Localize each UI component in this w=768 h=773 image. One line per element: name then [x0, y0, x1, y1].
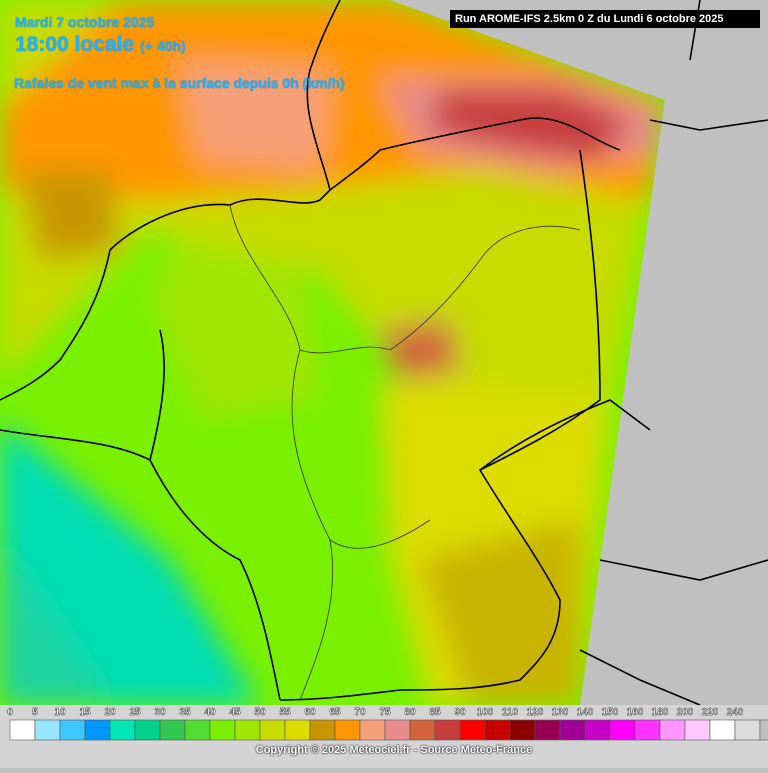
- legend-swatch: [409, 719, 436, 741]
- run-info: Run AROME-IFS 2.5km 0 Z du Lundi 6 octob…: [450, 10, 760, 28]
- legend-label: 180: [652, 707, 669, 718]
- legend-swatch: [534, 719, 561, 741]
- legend-swatch: [109, 719, 136, 741]
- legend-label: 30: [154, 707, 166, 718]
- legend-label: 20: [104, 707, 116, 718]
- legend-swatch: [584, 719, 611, 741]
- legend-swatch: [259, 719, 286, 741]
- legend-label: 75: [379, 707, 391, 718]
- legend-label: 10: [54, 707, 66, 718]
- legend-swatch: [159, 719, 186, 741]
- legend-label: 130: [552, 707, 569, 718]
- legend-label: 45: [229, 707, 241, 718]
- legend-swatch: [184, 719, 211, 741]
- legend-swatch: [309, 719, 336, 741]
- borders: [0, 0, 768, 705]
- legend-label: 15: [79, 707, 91, 718]
- legend: 0 5 10 15 20 25 30 35 40 45 50 55 60 65 70 75 80 85 90 100 1…: [0, 705, 768, 768]
- legend-label: 5: [32, 707, 38, 718]
- legend-label: 50: [254, 707, 266, 718]
- legend-label: 35: [179, 707, 191, 718]
- legend-swatch: [84, 719, 111, 741]
- legend-label: 80: [404, 707, 416, 718]
- legend-swatch: [509, 719, 536, 741]
- legend-swatch: [609, 719, 636, 741]
- legend-swatch: [334, 719, 361, 741]
- legend-label: 65: [329, 707, 341, 718]
- legend-label: 240: [727, 707, 744, 718]
- legend-swatch: [9, 719, 36, 741]
- legend-label: 120: [527, 707, 544, 718]
- legend-swatch-overflow: [759, 719, 768, 741]
- legend-label: 85: [429, 707, 441, 718]
- legend-label: 160: [627, 707, 644, 718]
- legend-label: 55: [279, 707, 291, 718]
- legend-swatch: [684, 719, 711, 741]
- legend-label: 100: [477, 707, 494, 718]
- legend-swatch: [559, 719, 586, 741]
- legend-swatch: [434, 719, 461, 741]
- legend-label: 25: [129, 707, 141, 718]
- lead-time: (+ 40h): [140, 38, 186, 54]
- legend-label: 90: [454, 707, 466, 718]
- legend-swatch: [134, 719, 161, 741]
- map: [0, 0, 768, 705]
- legend-swatch: [209, 719, 236, 741]
- legend-swatch: [634, 719, 661, 741]
- legend-label: 200: [677, 707, 694, 718]
- legend-label: 70: [354, 707, 366, 718]
- legend-swatch: [284, 719, 311, 741]
- copyright: Copyright © 2025 Meteociel.fr - Source M…: [255, 744, 533, 756]
- legend-label: 150: [602, 707, 619, 718]
- legend-label: 110: [502, 707, 519, 718]
- legend-swatch: [709, 719, 736, 741]
- legend-label: 140: [577, 707, 594, 718]
- legend-swatch: [459, 719, 486, 741]
- legend-swatch: [234, 719, 261, 741]
- legend-swatch: [659, 719, 686, 741]
- legend-scale: 0 5 10 15 20 25 30 35 40 45 50 55 60 65 70 75 80 85 90 100 1…: [7, 707, 768, 741]
- legend-label: 60: [304, 707, 316, 718]
- legend-swatch: [34, 719, 61, 741]
- legend-swatch: [734, 719, 761, 741]
- legend-label: 0: [7, 707, 13, 718]
- forecast-date: Mardi 7 octobre 2025: [15, 14, 155, 30]
- legend-label: 220: [702, 707, 719, 718]
- legend-swatch: [484, 719, 511, 741]
- legend-label: 40: [204, 707, 216, 718]
- forecast-time: 18:00 locale (+ 40h): [15, 33, 186, 57]
- legend-swatch: [59, 719, 86, 741]
- parameter: Rafales de vent max à la surface depuis …: [14, 75, 345, 91]
- legend-swatch: [359, 719, 386, 741]
- regions: [229, 204, 581, 701]
- legend-swatch: [384, 719, 411, 741]
- wind-field: [0, 0, 665, 705]
- local-time: 18:00 locale: [15, 33, 135, 56]
